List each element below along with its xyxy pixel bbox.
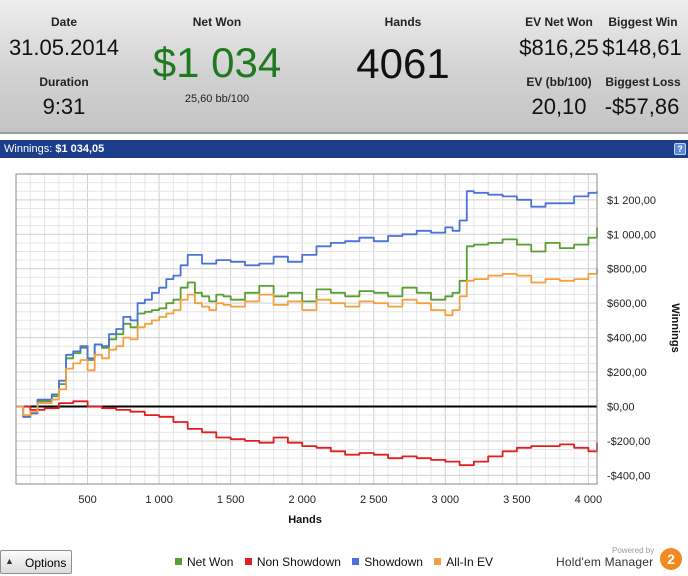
ev-bb-value: 20,10 [531,94,587,119]
biggest-win-value: $148,61 [602,35,682,60]
hands-value: 4061 [356,40,450,87]
legend-swatch-showdown [352,558,360,565]
hands-label: Hands [384,15,422,29]
bb-per-100: 25,60 bb/100 [184,93,250,105]
y-axis-label: Winnings [669,303,681,352]
y-tick-label: $1 000,00 [607,229,656,241]
y-tick-label: -$200,00 [607,436,650,448]
y-tick-label: $800,00 [607,264,647,276]
legend-label-net-won: Net Won [187,555,234,569]
x-tick-label: 2 500 [360,494,388,506]
stats-panel: Date 31.05.2014 Duration 9:31 Net Won $1… [0,0,688,134]
date-value: 31.05.2014 [8,35,120,60]
winnings-value: $1 034,05 [55,143,105,155]
series-line-all-in-ev [16,268,598,416]
options-button[interactable]: ▲ Options [0,550,72,574]
legend-showdown: Showdown [352,555,423,569]
brand-name: Hold'em Manager [556,555,654,569]
series-line-non-showdown [16,400,598,466]
legend-label-showdown: Showdown [364,555,423,569]
x-tick-label: 4 000 [575,494,603,506]
holdem-manager-logo: Powered by Hold'em Manager 2 [556,544,688,576]
plot-border [15,173,598,485]
y-tick-label: $0,00 [607,402,635,414]
x-tick-label: 3 000 [432,494,460,506]
ev-net-won-value: $816,25 [519,35,599,60]
net-won-value: $1 034 [152,39,282,86]
legend-label-all-in-ev: All-In EV [446,555,493,569]
date-label: Date [50,15,77,29]
y-tick-label: $600,00 [607,298,647,310]
legend-label-non-showdown: Non Showdown [256,555,341,569]
legend-swatch-all-in-ev [434,558,442,565]
winnings-label: Winnings: [4,143,53,155]
y-tick-labels: -$400,00 -$200,00 $0,00 $200,00 $400,00 $600,… [607,195,656,483]
winnings-chart: 500 1 000 1 500 2 000 2 500 3 000 3 500 4 000 -… [15,173,681,526]
x-tick-label: 500 [78,494,96,506]
net-won-label: Net Won [192,15,242,29]
brand-badge-icon: 2 [660,548,682,570]
x-tick-label: 3 500 [503,494,531,506]
legend-swatch-net-won [175,558,182,565]
series-line-showdown [16,190,598,418]
legend-net-won: Net Won [175,555,233,569]
x-tick-label: 1 000 [145,494,173,506]
y-tick-label: -$400,00 [607,470,650,482]
chart-grid [15,173,597,485]
x-tick-label: 1 500 [217,494,245,506]
x-tick-label: 2 000 [288,494,316,506]
powered-by-text: Powered by [612,546,655,555]
bottom-bar: ▲ Options Net Won Non Showdown Showdown … [0,544,688,576]
expand-up-icon: ▲ [5,556,14,566]
y-tick-label: $400,00 [607,333,647,345]
series-line-net-won [16,227,598,418]
series-group [16,190,598,466]
duration-value: 9:31 [42,94,86,119]
y-tick-label: $200,00 [607,367,647,379]
ev-net-won-label: EV Net Won [525,15,593,29]
x-axis-label: Hands [288,514,322,526]
chart-legend: Net Won Non Showdown Showdown All-In EV [175,555,501,569]
y-tick-label: $1 200,00 [607,195,656,207]
x-tick-labels: 500 1 000 1 500 2 000 2 500 3 000 3 500 4 000 [78,494,602,506]
legend-swatch-non-showdown [244,558,252,565]
legend-non-showdown: Non Showdown [244,555,341,569]
help-icon[interactable]: ? [674,143,686,155]
ev-bb-label: EV (bb/100) [526,75,592,89]
options-label: Options [25,556,67,570]
biggest-win-label: Biggest Win [608,15,678,29]
chart-title-bar: Winnings: $1 034,05 ? [0,140,688,158]
legend-all-in-ev: All-In EV [434,555,493,569]
biggest-loss-value: -$57,86 [604,94,680,119]
biggest-loss-label: Biggest Loss [605,75,681,89]
duration-label: Duration [39,75,89,89]
